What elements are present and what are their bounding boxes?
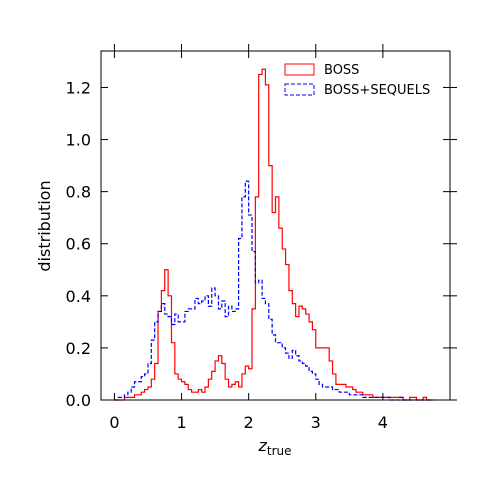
y-tick-label: 0.6 [66,235,91,254]
series-layer [114,68,434,401]
y-tick-label: 0.8 [66,183,91,202]
x-tick-label: 3 [311,413,321,432]
series-boss-sequels-step-line [114,180,434,401]
plot-frame [100,50,451,401]
x-tick-label: 4 [378,413,388,432]
legend-label-boss-sequels: BOSS+SEQUELS [324,83,430,98]
y-tick-label: 1.0 [66,131,91,150]
legend-swatch-boss-sequels [284,83,315,96]
tick-layer: 0 1 2 3 4 0.0 0.2 0.4 0.6 0.8 1.0 1.2 [66,44,457,432]
x-tick-label: 1 [176,413,186,432]
x-axis-label: ztrue [257,436,291,458]
y-tick-label: 0.2 [66,339,91,358]
y-tick-label: 1.2 [66,78,91,97]
y-axis-label: distribution [35,180,54,271]
legend-swatch-boss [284,63,315,76]
x-axis-label-subscript: true [267,444,292,458]
series-boss-step-line [114,68,434,401]
y-tick-label: 0.4 [66,287,91,306]
y-tick-label: 0.0 [66,391,91,410]
x-tick-label: 2 [244,413,254,432]
x-axis-label-main: z [257,436,267,455]
legend: BOSS BOSS+SEQUELS [284,63,430,98]
legend-label-boss: BOSS [324,63,359,78]
x-tick-label: 0 [109,413,119,432]
